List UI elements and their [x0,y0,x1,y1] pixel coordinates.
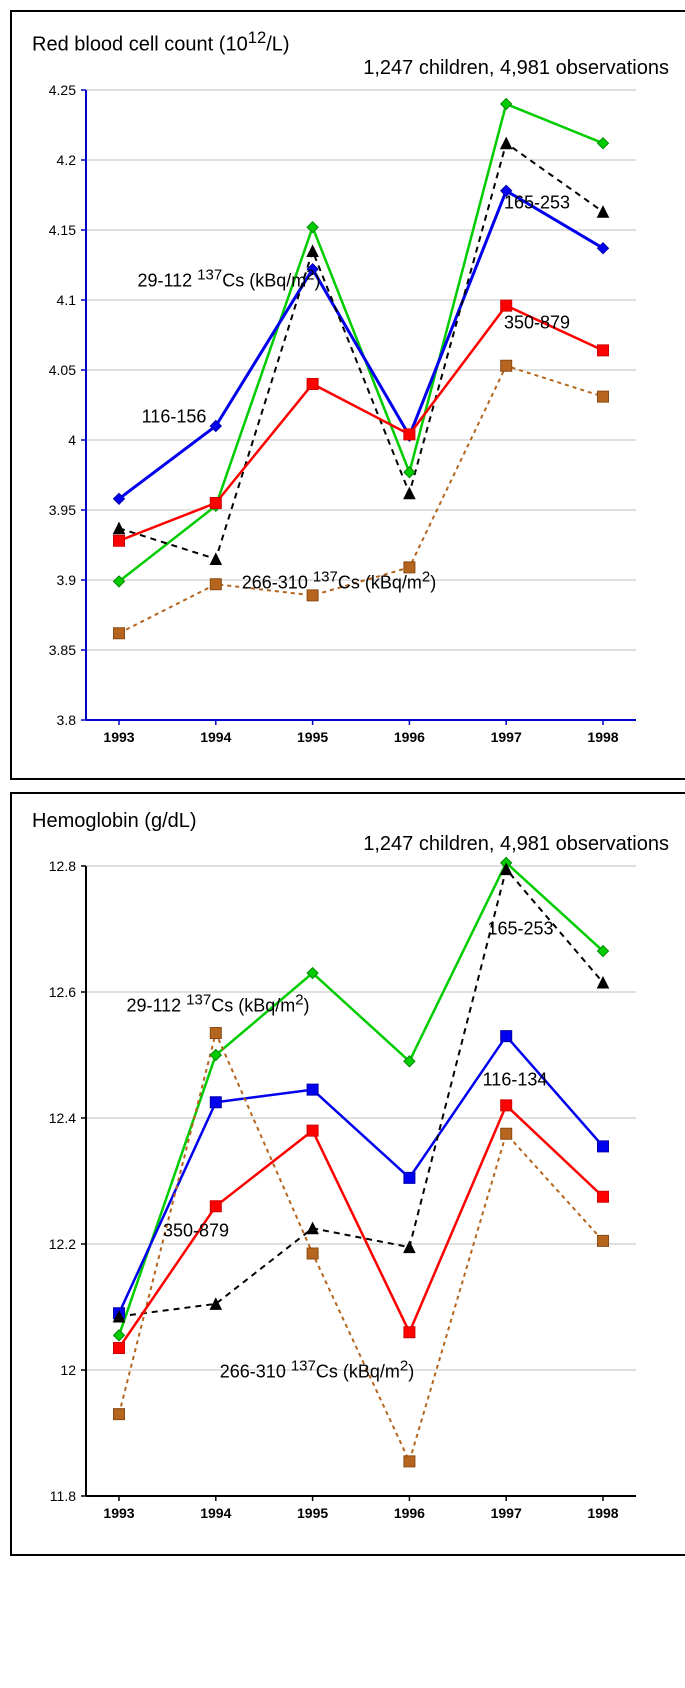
svg-text:4.25: 4.25 [49,82,76,98]
svg-text:12.8: 12.8 [49,858,76,874]
svg-text:1995: 1995 [297,1505,328,1521]
svg-text:1996: 1996 [394,729,425,745]
hemoglobin-title: Hemoglobin (g/dL) [32,810,679,833]
svg-text:12.4: 12.4 [49,1110,76,1126]
svg-text:4.2: 4.2 [57,152,77,168]
rbc-title: Red blood cell count (1012/L) [32,28,679,57]
chart-annotation: 350-879 [163,1221,229,1242]
chart-annotation: 266-310 137Cs (kBq/m2) [220,1357,414,1382]
svg-text:1993: 1993 [103,729,134,745]
hemoglobin-subtitle: 1,247 children, 4,981 observations [26,833,669,856]
svg-text:11.8: 11.8 [50,1488,76,1504]
rbc-plot: 3.8 3.85 3.9 3.95 4 4.05 4.1 4.15 4.2 4.25 1993 199… [26,80,656,760]
svg-text:1997: 1997 [491,729,522,745]
svg-text:1995: 1995 [297,729,328,745]
svg-text:1994: 1994 [200,1505,231,1521]
svg-text:12.2: 12.2 [49,1236,76,1252]
chart-annotation: 29-112 137Cs (kBq/m2) [137,266,320,291]
svg-text:4: 4 [68,432,76,448]
svg-text:3.9: 3.9 [57,572,77,588]
chart-annotation: 165-253 [487,918,553,939]
chart-annotation: 350-879 [504,312,570,333]
svg-text:1998: 1998 [587,1505,618,1521]
svg-text:12.6: 12.6 [49,984,76,1000]
svg-text:4.1: 4.1 [57,292,77,308]
hemoglobin-plot: 11.8 12 12.2 12.4 12.6 12.8 1993 1994 1995 1996 19… [26,856,656,1536]
svg-text:12: 12 [60,1362,76,1378]
hemoglobin-chart-panel: Hemoglobin (g/dL) 1,247 children, 4,981 … [10,792,685,1556]
chart-annotation: 266-310 137Cs (kBq/m2) [242,569,436,594]
svg-text:1994: 1994 [200,729,231,745]
svg-text:3.85: 3.85 [49,642,76,658]
svg-text:3.95: 3.95 [49,502,76,518]
svg-text:3.8: 3.8 [57,712,77,728]
svg-text:4.15: 4.15 [49,222,76,238]
svg-text:1997: 1997 [491,1505,522,1521]
svg-text:1998: 1998 [587,729,618,745]
chart-annotation: 29-112 137Cs (kBq/m2) [126,992,309,1017]
chart-annotation: 116-134 [483,1069,548,1090]
svg-text:4.05: 4.05 [49,362,76,378]
svg-text:1993: 1993 [103,1505,134,1521]
rbc-subtitle: 1,247 children, 4,981 observations [26,57,669,80]
rbc-chart-panel: Red blood cell count (1012/L) 1,247 chil… [10,10,685,780]
svg-text:1996: 1996 [394,1505,425,1521]
chart-annotation: 165-253 [504,193,570,214]
chart-annotation: 116-156 [142,407,207,428]
